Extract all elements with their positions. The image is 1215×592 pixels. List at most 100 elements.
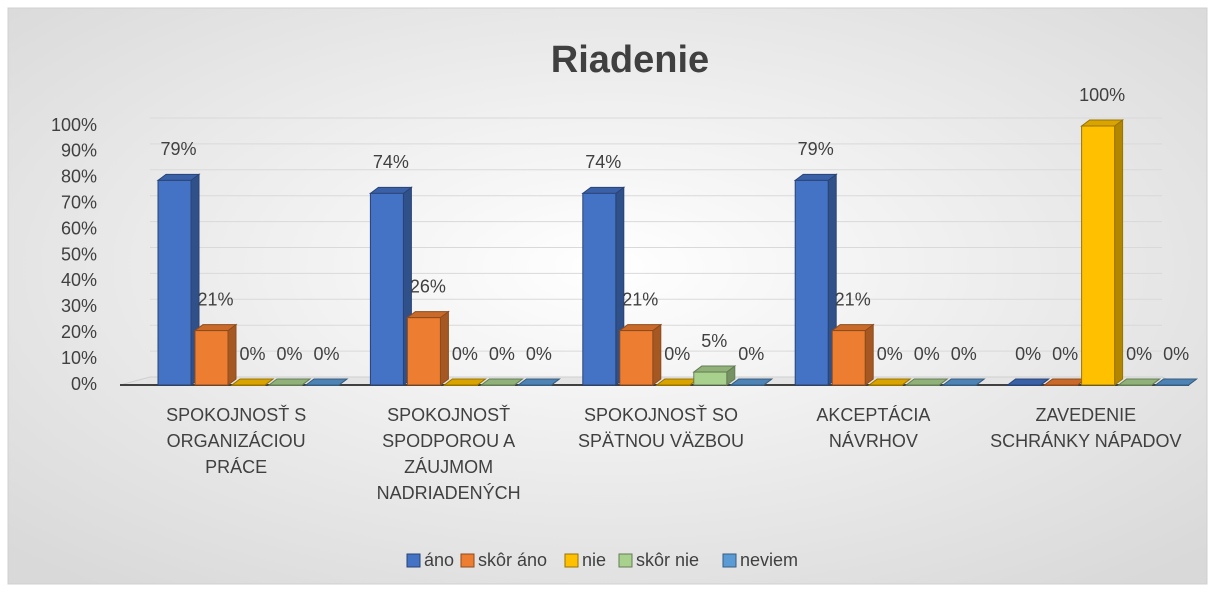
bar bbox=[194, 330, 229, 386]
bar-top bbox=[267, 378, 312, 386]
bar-3d bbox=[581, 186, 626, 386]
bar bbox=[268, 384, 303, 386]
bar bbox=[517, 384, 552, 386]
y-tick-label: 20% bbox=[61, 322, 97, 342]
legend-swatch bbox=[406, 553, 421, 568]
bar bbox=[582, 192, 617, 386]
data-label: 79% bbox=[160, 139, 196, 159]
y-tick-label: 40% bbox=[61, 270, 97, 290]
x-tick-label: AKCEPTÁCIA NÁVRHOV bbox=[816, 405, 931, 451]
bar-top bbox=[1154, 378, 1199, 386]
legend-swatch bbox=[618, 553, 633, 568]
bar-3d bbox=[304, 378, 349, 386]
bar-top bbox=[230, 378, 275, 386]
bar bbox=[406, 317, 441, 386]
data-label: 26% bbox=[410, 276, 446, 296]
bar-top bbox=[1043, 378, 1088, 386]
y-tick-label: 0% bbox=[71, 374, 97, 394]
bar-3d bbox=[692, 365, 737, 386]
bar-top bbox=[1080, 119, 1125, 127]
data-label: 21% bbox=[622, 289, 658, 309]
bar-3d bbox=[442, 378, 487, 386]
bar bbox=[443, 384, 478, 386]
bar-top bbox=[830, 324, 875, 332]
legend-label: skôr nie bbox=[636, 550, 699, 570]
bar-3d bbox=[904, 378, 949, 386]
bar-3d bbox=[156, 173, 201, 386]
bar bbox=[1081, 125, 1116, 386]
bar-top bbox=[1117, 378, 1162, 386]
data-label: 0% bbox=[313, 344, 339, 364]
bar-top bbox=[618, 324, 663, 332]
bar-top bbox=[1006, 378, 1051, 386]
bar bbox=[619, 330, 654, 386]
bar-3d bbox=[1006, 378, 1051, 386]
legend-label: neviem bbox=[740, 550, 798, 570]
bar-top bbox=[442, 378, 487, 386]
y-tick-label: 10% bbox=[61, 348, 97, 368]
y-tick-label: 90% bbox=[61, 141, 97, 161]
data-label: 0% bbox=[1163, 344, 1189, 364]
data-label: 0% bbox=[239, 344, 265, 364]
bar-3d bbox=[267, 378, 312, 386]
bar-3d bbox=[830, 323, 875, 386]
bar bbox=[794, 179, 829, 386]
bar bbox=[693, 371, 728, 386]
legend-label: nie bbox=[582, 550, 606, 570]
bar bbox=[480, 384, 515, 386]
bar-3d bbox=[193, 323, 238, 386]
data-label: 0% bbox=[452, 344, 478, 364]
bar-3d bbox=[1080, 119, 1125, 386]
bar-3d bbox=[618, 323, 663, 386]
bar-side bbox=[864, 323, 874, 386]
bar-3d bbox=[230, 378, 275, 386]
y-tick-label: 60% bbox=[61, 218, 97, 238]
data-label: 21% bbox=[835, 289, 871, 309]
data-label: 5% bbox=[701, 331, 727, 351]
bar bbox=[1155, 384, 1190, 386]
bar-top bbox=[692, 365, 737, 373]
data-label: 0% bbox=[276, 344, 302, 364]
y-tick-label: 80% bbox=[61, 167, 97, 187]
bar-top bbox=[193, 324, 238, 332]
bar-top bbox=[581, 186, 626, 194]
y-tick-label: 70% bbox=[61, 192, 97, 212]
data-label: 0% bbox=[738, 344, 764, 364]
legend-label: áno bbox=[424, 550, 454, 570]
legend-swatch bbox=[564, 553, 579, 568]
bar bbox=[305, 384, 340, 386]
bar bbox=[942, 384, 977, 386]
bar bbox=[1044, 384, 1079, 386]
bar bbox=[831, 330, 866, 386]
bar-3d bbox=[405, 310, 450, 386]
bar bbox=[905, 384, 940, 386]
y-tick-label: 100% bbox=[51, 115, 97, 135]
data-label: 0% bbox=[1015, 344, 1041, 364]
bar-top bbox=[793, 173, 838, 181]
bar-side bbox=[439, 310, 449, 386]
x-tick-label: ZAVEDENIE SCHRÁNKY NÁPADOV bbox=[990, 405, 1182, 451]
x-tick-label: SPOKOJNOSŤ SPODPOROU A ZÁUJMOM NADRIADEN… bbox=[376, 405, 521, 503]
bar-3d bbox=[1154, 378, 1199, 386]
bar-top bbox=[516, 378, 561, 386]
bar-side bbox=[227, 323, 237, 386]
data-label: 100% bbox=[1079, 85, 1125, 105]
data-label: 0% bbox=[877, 344, 903, 364]
data-label: 0% bbox=[951, 344, 977, 364]
chart-title: Riadenie bbox=[551, 39, 709, 81]
bar bbox=[231, 384, 266, 386]
bar bbox=[730, 384, 765, 386]
bar-top bbox=[304, 378, 349, 386]
data-label: 0% bbox=[489, 344, 515, 364]
data-label: 79% bbox=[798, 139, 834, 159]
bar-side bbox=[1114, 119, 1124, 386]
bar-top bbox=[156, 173, 201, 181]
bar-3d bbox=[479, 378, 524, 386]
bar-top bbox=[729, 378, 774, 386]
bar-top bbox=[479, 378, 524, 386]
bar bbox=[868, 384, 903, 386]
data-label: 0% bbox=[526, 344, 552, 364]
data-label: 74% bbox=[373, 152, 409, 172]
bar-top bbox=[867, 378, 912, 386]
